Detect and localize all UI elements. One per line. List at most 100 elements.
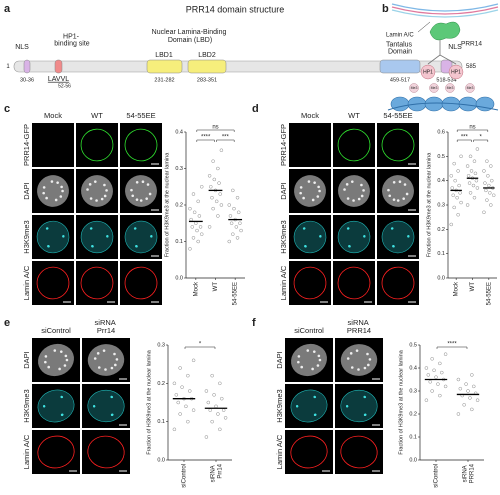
- micrograph: [82, 430, 130, 474]
- chromocenter: [299, 191, 302, 195]
- nucleus-dapi: [81, 175, 113, 207]
- data-point: [184, 404, 188, 409]
- domain-range: 283-351: [197, 77, 217, 83]
- data-point: [438, 361, 442, 366]
- chromocenter: [110, 366, 114, 370]
- chromocenter: [53, 349, 57, 352]
- data-point: [490, 178, 494, 183]
- column-header: siRNA PRR14: [347, 318, 371, 335]
- data-point: [239, 228, 243, 233]
- nucleus-rim: [80, 128, 114, 162]
- x-tick-label: WT: [470, 282, 476, 292]
- micrograph: [32, 430, 80, 474]
- data-point: [191, 358, 196, 363]
- h3k9-focus: [391, 227, 394, 230]
- data-point: [489, 164, 493, 168]
- data-point: [443, 384, 448, 389]
- chromocenter: [113, 352, 116, 356]
- row-label: H3K9me3: [22, 389, 31, 422]
- me3: [445, 83, 455, 93]
- chromocenter: [360, 183, 363, 187]
- row-label: Lamin A/C: [275, 434, 284, 469]
- motif: LAVVL: [48, 76, 69, 83]
- micrograph: [335, 430, 383, 474]
- chromocenter: [297, 355, 301, 358]
- data-point: [486, 174, 490, 178]
- nucleosome: [475, 96, 495, 112]
- data-point: [465, 164, 470, 168]
- chromocenter: [350, 180, 354, 183]
- me3-label: Me3: [411, 86, 418, 90]
- chromocenter: [392, 180, 396, 184]
- y-axis-label: Fraction of H3K9me3 at the nuclear lamin…: [164, 152, 170, 257]
- data-point: [466, 174, 471, 178]
- chromocenter: [346, 197, 350, 200]
- chromocenter: [42, 186, 46, 189]
- chromocenter: [102, 349, 106, 352]
- chromocenter: [345, 183, 349, 186]
- data-point: [218, 427, 222, 432]
- data-point: [231, 232, 235, 236]
- data-point: [223, 416, 228, 420]
- row-label: PRR14-GFP: [279, 124, 288, 166]
- panel-label: d: [252, 103, 259, 115]
- y-axis-label: Fraction of H3K9me3 at the nuclear lamin…: [398, 349, 404, 454]
- micrograph: [377, 123, 419, 167]
- nucleus-h3k9: [381, 220, 415, 254]
- chromocenter: [316, 195, 320, 198]
- h3k9-focus: [313, 395, 317, 399]
- y-tick-label: 0.3: [157, 342, 165, 348]
- nucleus-dapi: [291, 343, 327, 377]
- chromocenter: [60, 185, 63, 189]
- column-header: siRNA Prr14: [95, 318, 118, 335]
- nucleus-dapi: [125, 175, 157, 207]
- chromocenter: [58, 367, 61, 371]
- domain-range: 231-282: [154, 77, 174, 83]
- domain: [379, 59, 421, 74]
- significance-bracket: [196, 139, 215, 142]
- data-point: [428, 380, 432, 384]
- data-point: [438, 393, 442, 398]
- nucleus-h3k9: [87, 389, 125, 423]
- h3k9-focus: [392, 245, 395, 248]
- chromocenter: [45, 196, 48, 200]
- chromocenter: [89, 197, 93, 200]
- y-tick-label: 0.1: [175, 239, 183, 245]
- domain-name: LBD2: [198, 52, 216, 59]
- column-header: Mock: [301, 111, 319, 120]
- domain-range: 518-534: [436, 77, 456, 83]
- chromocenter: [363, 366, 367, 370]
- significance-bracket: [216, 139, 235, 142]
- column-header: 54-55EE: [383, 111, 412, 120]
- panel-label: e: [4, 317, 10, 329]
- h3k9-focus: [43, 404, 46, 408]
- data-point: [207, 225, 212, 229]
- chromocenter: [103, 183, 106, 187]
- chromocenter: [317, 354, 321, 358]
- data-point: [458, 191, 462, 195]
- nucleus-rim: [37, 435, 75, 469]
- chromocenter: [103, 194, 107, 198]
- panel-title: PRR14 domain structure: [186, 4, 285, 14]
- data-point: [234, 225, 239, 229]
- chromocenter: [396, 199, 400, 202]
- panel-label: b: [382, 3, 389, 15]
- chromocenter: [355, 349, 359, 352]
- row-label: PRR14-GFP: [22, 124, 31, 166]
- domain: [54, 59, 63, 74]
- chromocenter: [302, 196, 305, 200]
- micrograph: [76, 123, 118, 167]
- data-point: [482, 169, 486, 173]
- micrograph: [32, 261, 74, 305]
- data-point: [210, 195, 214, 200]
- chromocenter: [95, 199, 98, 202]
- h3k9-focus: [346, 404, 349, 408]
- chromocenter: [306, 349, 310, 352]
- micrograph: [32, 123, 74, 167]
- data-point: [235, 236, 240, 240]
- data-point: [485, 198, 489, 202]
- row-label: H3K9me3: [275, 389, 284, 422]
- data-point: [473, 171, 478, 176]
- nucleosome: [390, 96, 410, 112]
- lamina: [391, 3, 499, 12]
